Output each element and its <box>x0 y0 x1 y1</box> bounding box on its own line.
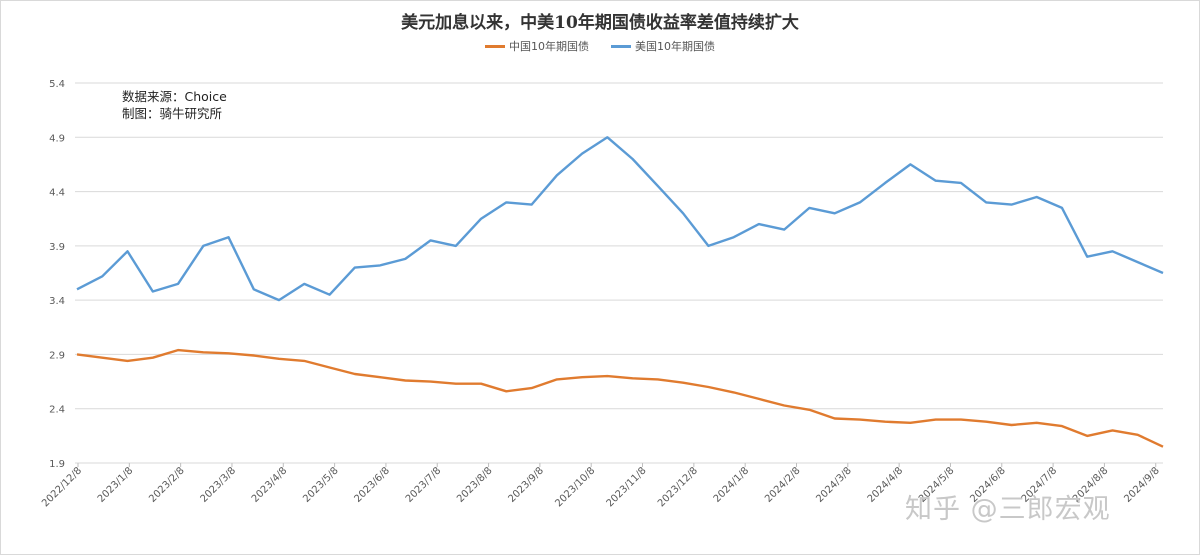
series-group <box>76 136 1164 448</box>
series-line-china <box>76 348 1164 448</box>
y-axis: 5.4 4.9 4.4 3.9 3.4 2.9 2.4 1.9 <box>49 79 65 470</box>
x-tick-label: 2023/10/8 <box>553 465 597 509</box>
y-tick-label: 4.4 <box>49 188 65 199</box>
x-tick-label: 2023/2/8 <box>147 465 187 505</box>
y-tick-label: 3.9 <box>49 242 65 253</box>
grid-lines <box>75 82 1163 464</box>
x-tick-label: 2024/1/8 <box>712 465 752 505</box>
x-tick-label: 2023/3/8 <box>199 465 239 505</box>
source-line: 数据来源：Choice <box>122 89 227 104</box>
legend: 中国10年期国债 美国10年期国债 <box>0 38 1200 54</box>
x-tick-label: 2024/9/8 <box>1122 465 1162 505</box>
series-line-us <box>76 136 1164 302</box>
chart-title: 美元加息以来，中美10年期国债收益率差值持续扩大 <box>401 13 799 33</box>
legend-label-us: 美国10年期国债 <box>635 40 715 53</box>
x-tick-label: 2024/4/8 <box>866 465 906 505</box>
y-tick-label: 2.4 <box>49 405 65 416</box>
y-tick-label: 5.4 <box>49 79 65 90</box>
x-tick-label: 2024/2/8 <box>763 465 803 505</box>
watermark: 知乎 @三郎宏观 <box>905 494 1111 525</box>
x-tick-label: 2022/12/8 <box>40 465 84 509</box>
legend-swatch-us <box>611 44 631 48</box>
x-tick-label: 2023/1/8 <box>96 465 136 505</box>
y-tick-label: 3.4 <box>49 296 65 307</box>
maker-line: 制图：骑牛研究所 <box>122 106 223 121</box>
x-tick-label: 2023/4/8 <box>250 465 290 505</box>
y-tick-label: 2.9 <box>49 350 65 361</box>
x-tick-label: 2023/9/8 <box>506 465 546 505</box>
x-tick-label: 2023/8/8 <box>455 465 495 505</box>
x-tick-label: 2023/12/8 <box>656 465 700 509</box>
legend-label-china: 中国10年期国债 <box>509 40 589 53</box>
legend-item-us: 美国10年期国债 <box>611 38 715 54</box>
y-tick-label: 1.9 <box>49 459 65 470</box>
x-tick-label: 2023/6/8 <box>353 465 393 505</box>
x-tick-label: 2023/7/8 <box>404 465 444 505</box>
legend-swatch-china <box>485 44 505 48</box>
x-tick-label: 2023/5/8 <box>301 465 341 505</box>
x-tick-label: 2024/3/8 <box>814 465 854 505</box>
x-tick-label: 2023/11/8 <box>605 465 649 509</box>
legend-item-china: 中国10年期国债 <box>485 38 589 54</box>
y-tick-label: 4.9 <box>49 133 65 144</box>
source-note: 数据来源：Choice 制图：骑牛研究所 <box>122 88 227 122</box>
